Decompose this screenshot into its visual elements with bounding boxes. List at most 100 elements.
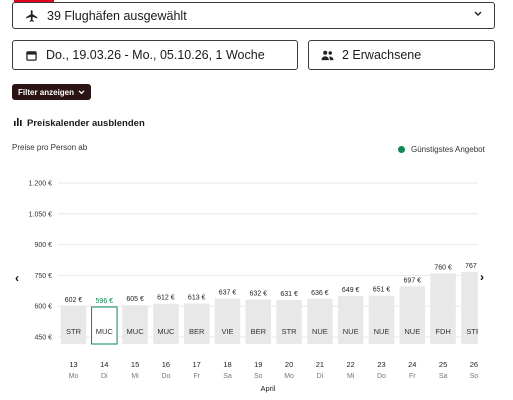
airports-value: 39 Flughäfen ausgewählt [47,8,187,23]
bar[interactable] [122,305,148,344]
bar-airport-label: BER [189,327,205,336]
chevron-down-icon[interactable] [474,9,482,20]
y-tick-label: 450 € [34,335,52,342]
y-tick-label: 600 € [34,304,52,311]
bar-airport-label: MUC [157,327,175,336]
bar-value-label: 632 € [250,291,268,298]
calendar-toggle[interactable]: Preiskalender ausblenden [14,118,145,129]
bar-airport-label: BER [251,327,267,336]
bar-value-label: 596 € [96,298,114,305]
x-weekday-label: Fr [193,373,200,380]
x-day-label: 18 [223,360,231,369]
bar[interactable] [153,303,179,344]
calendar-icon [24,48,38,62]
y-tick-label: 1.050 € [29,211,52,218]
x-day-label: 20 [285,360,293,369]
x-day-label: 23 [377,360,385,369]
dates-value: Do., 19.03.26 - Mo., 05.10.26, 1 Woche [46,48,265,62]
y-tick-label: 1.200 € [29,181,52,188]
bar-value-label: 697 € [404,277,422,284]
x-day-label: 21 [316,360,324,369]
dates-field[interactable]: Do., 19.03.26 - Mo., 05.10.26, 1 Woche [12,40,298,70]
bar[interactable] [430,273,456,344]
bar-airport-label: NUE [404,327,420,336]
bars-group: 602 € STR 596 € MUC 605 € MUC 612 € MUC 613 € BER… [60,263,487,345]
x-day-label: 17 [193,360,201,369]
bar-value-label: 602 € [65,297,83,304]
x-day-label: 13 [69,360,77,369]
calendar-toggle-label: Preiskalender ausblenden [27,118,145,129]
bar-value-label: 760 € [434,264,452,271]
x-weekday-label: So [470,373,479,380]
bar-value-label: 613 € [188,295,206,302]
x-day-label: 16 [162,360,170,369]
x-day-label: 22 [347,360,355,369]
x-weekday-label: Mi [347,373,355,380]
x-day-label: 15 [131,360,139,369]
x-weekday-label: Mo [284,373,294,380]
y-tick-label: 900 € [34,242,52,249]
bar-value-label: 651 € [373,287,391,294]
x-weekday-label: So [254,373,263,380]
passengers-field[interactable]: 2 Erwachsene [308,40,495,70]
bar[interactable] [368,295,395,344]
chevron-right-icon[interactable]: › [480,270,484,284]
bar[interactable] [183,303,210,344]
people-icon [320,48,334,62]
plane-icon [25,9,39,23]
bar[interactable] [245,299,272,344]
bar[interactable] [91,306,118,345]
legend: Günstigstes Angebot [398,145,485,154]
bar-airport-label: STR [66,327,82,336]
bar-value-label: 767 € [465,263,483,270]
legend-label: Günstigstes Angebot [411,145,485,154]
bar-airport-label: NUE [343,327,359,336]
bar-airport-label: NUE [374,327,390,336]
x-day-label: 14 [100,360,108,369]
price-note: Preise pro Person ab [12,143,88,152]
x-weekday-label: Fr [409,373,416,380]
x-weekday-label: Mo [69,373,79,380]
x-day-label: 26 [470,360,478,369]
bar-airport-label: FDH [435,327,450,336]
bar-value-label: 636 € [311,290,329,297]
y-tick-label: 750 € [34,273,52,280]
bar-airport-label: MUC [127,327,145,336]
x-weekday-label: Mi [131,373,139,380]
bar[interactable] [60,305,87,344]
bar-chart-icon [14,118,23,129]
bar-airport-label: STR [466,327,482,336]
bar[interactable] [461,271,487,344]
x-day-label: 24 [408,360,416,369]
chevron-down-icon [78,88,85,97]
bar[interactable] [337,296,364,344]
passengers-value: 2 Erwachsene [342,48,422,62]
bar-value-label: 612 € [157,295,175,302]
bar[interactable] [399,286,426,344]
bar-value-label: 605 € [126,296,144,303]
x-day-label: 19 [254,360,262,369]
x-day-label: 25 [439,360,447,369]
bar[interactable] [307,298,333,344]
accent-line [14,0,54,2]
bar-airport-label: STR [282,327,298,336]
bar-value-label: 649 € [342,287,360,294]
legend-dot [398,146,405,153]
filter-button-label: Filter anzeigen [18,87,75,97]
bar-airport-label: NUE [312,327,328,336]
bar[interactable] [276,299,302,344]
x-weekday-label: Di [101,373,108,380]
x-weekday-label: Do [161,373,170,380]
bar-value-label: 637 € [219,290,237,297]
bar[interactable] [214,298,241,344]
filter-button[interactable]: Filter anzeigen [12,84,92,100]
chevron-left-icon[interactable]: ‹ [15,271,19,285]
bar-airport-label: VIE [221,327,233,336]
airports-field[interactable]: 39 Flughäfen ausgewählt [12,2,495,29]
x-weekday-label: Sa [439,373,448,380]
bar-value-label: 631 € [280,291,298,298]
x-month-label: April [260,384,275,393]
x-weekday-label: Do [377,373,386,380]
bar-airport-label: MUC [96,327,114,336]
